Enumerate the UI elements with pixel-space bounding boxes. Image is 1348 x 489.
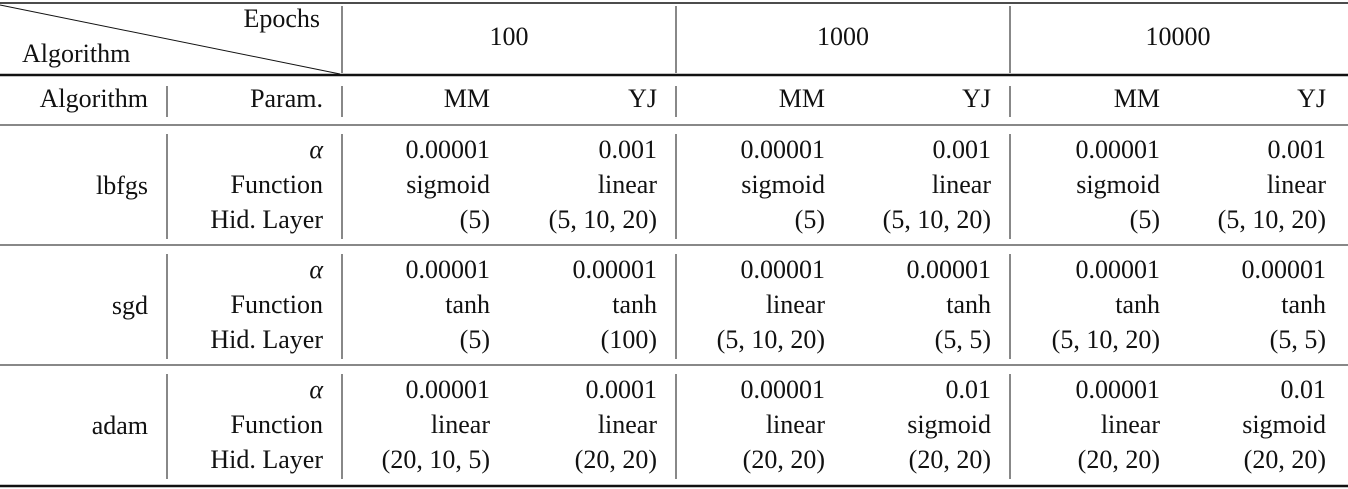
param: Hid. Layer xyxy=(210,445,323,474)
cell: (5) xyxy=(1130,205,1160,234)
subheader-cell: MM xyxy=(1114,84,1160,113)
cell: linear xyxy=(598,410,658,439)
cell: tanh xyxy=(1115,290,1160,319)
epoch-header: 100 xyxy=(490,22,529,51)
algorithm: sgd xyxy=(112,291,148,320)
cell: tanh xyxy=(612,290,657,319)
epoch-header: 1000 xyxy=(817,22,869,51)
cell: (5, 10, 20) xyxy=(717,325,825,354)
cell: (5, 10, 20) xyxy=(1052,325,1160,354)
cell: 0.0001 xyxy=(586,375,658,404)
cell: 0.00001 xyxy=(406,255,491,284)
cell: 0.00001 xyxy=(741,375,826,404)
cell: (20, 20) xyxy=(575,445,657,474)
subheader-cell: YJ xyxy=(628,84,657,113)
subheader-cell: YJ xyxy=(962,84,991,113)
cell: linear xyxy=(598,170,658,199)
cell: (100) xyxy=(601,325,657,354)
cell: (20, 10, 5) xyxy=(382,445,490,474)
param: α xyxy=(309,135,324,164)
cell: sigmoid xyxy=(741,170,825,199)
cell: 0.001 xyxy=(933,135,992,164)
subheader-cell: MM xyxy=(444,84,490,113)
cell: (5) xyxy=(460,325,490,354)
cell: (20, 20) xyxy=(743,445,825,474)
cell: sigmoid xyxy=(907,410,991,439)
algorithm: lbfgs xyxy=(96,171,148,200)
cell: sigmoid xyxy=(1076,170,1160,199)
cell: 0.01 xyxy=(1281,375,1327,404)
param: Function xyxy=(231,410,323,439)
param: Function xyxy=(231,170,323,199)
cell: 0.00001 xyxy=(741,135,826,164)
cell: 0.00001 xyxy=(1076,255,1161,284)
cell: 0.00001 xyxy=(741,255,826,284)
cell: linear xyxy=(766,410,826,439)
cell: (5, 5) xyxy=(935,325,991,354)
cell: 0.001 xyxy=(1268,135,1327,164)
param: Hid. Layer xyxy=(210,325,323,354)
cell: 0.00001 xyxy=(1076,375,1161,404)
cell: 0.001 xyxy=(599,135,658,164)
cell: 0.00001 xyxy=(1242,255,1327,284)
diagonal-top: Epochs xyxy=(243,4,320,33)
cell: 0.00001 xyxy=(907,255,992,284)
cell: tanh xyxy=(946,290,991,319)
cell: (5, 10, 20) xyxy=(883,205,991,234)
subheader-cell: Algorithm xyxy=(40,84,148,113)
cell: linear xyxy=(431,410,491,439)
cell: linear xyxy=(932,170,992,199)
subheader-cell: MM xyxy=(779,84,825,113)
cell: 0.00001 xyxy=(573,255,658,284)
param: α xyxy=(309,375,324,404)
cell: tanh xyxy=(445,290,490,319)
subheader-cell: YJ xyxy=(1297,84,1326,113)
cell: 0.01 xyxy=(946,375,992,404)
diagonal-bottom: Algorithm xyxy=(22,39,130,68)
cell: tanh xyxy=(1281,290,1326,319)
subheader-cell: Param. xyxy=(250,84,323,113)
cell: linear xyxy=(766,290,826,319)
epoch-header: 10000 xyxy=(1146,22,1211,51)
cell: (5) xyxy=(795,205,825,234)
cell: 0.00001 xyxy=(406,375,491,404)
param: α xyxy=(309,255,324,284)
cell: (5) xyxy=(460,205,490,234)
param: Function xyxy=(231,290,323,319)
param: Hid. Layer xyxy=(210,205,323,234)
cell: 0.00001 xyxy=(1076,135,1161,164)
cell: (5, 5) xyxy=(1270,325,1326,354)
cell: linear xyxy=(1267,170,1327,199)
cell: (5, 10, 20) xyxy=(1218,205,1326,234)
cell: sigmoid xyxy=(1242,410,1326,439)
cell: (20, 20) xyxy=(909,445,991,474)
cell: linear xyxy=(1101,410,1161,439)
cell: sigmoid xyxy=(406,170,490,199)
cell: (5, 10, 20) xyxy=(549,205,657,234)
cell: (20, 20) xyxy=(1078,445,1160,474)
cell: (20, 20) xyxy=(1244,445,1326,474)
diagonal xyxy=(0,4,341,75)
algorithm: adam xyxy=(92,411,148,440)
cell: 0.00001 xyxy=(406,135,491,164)
